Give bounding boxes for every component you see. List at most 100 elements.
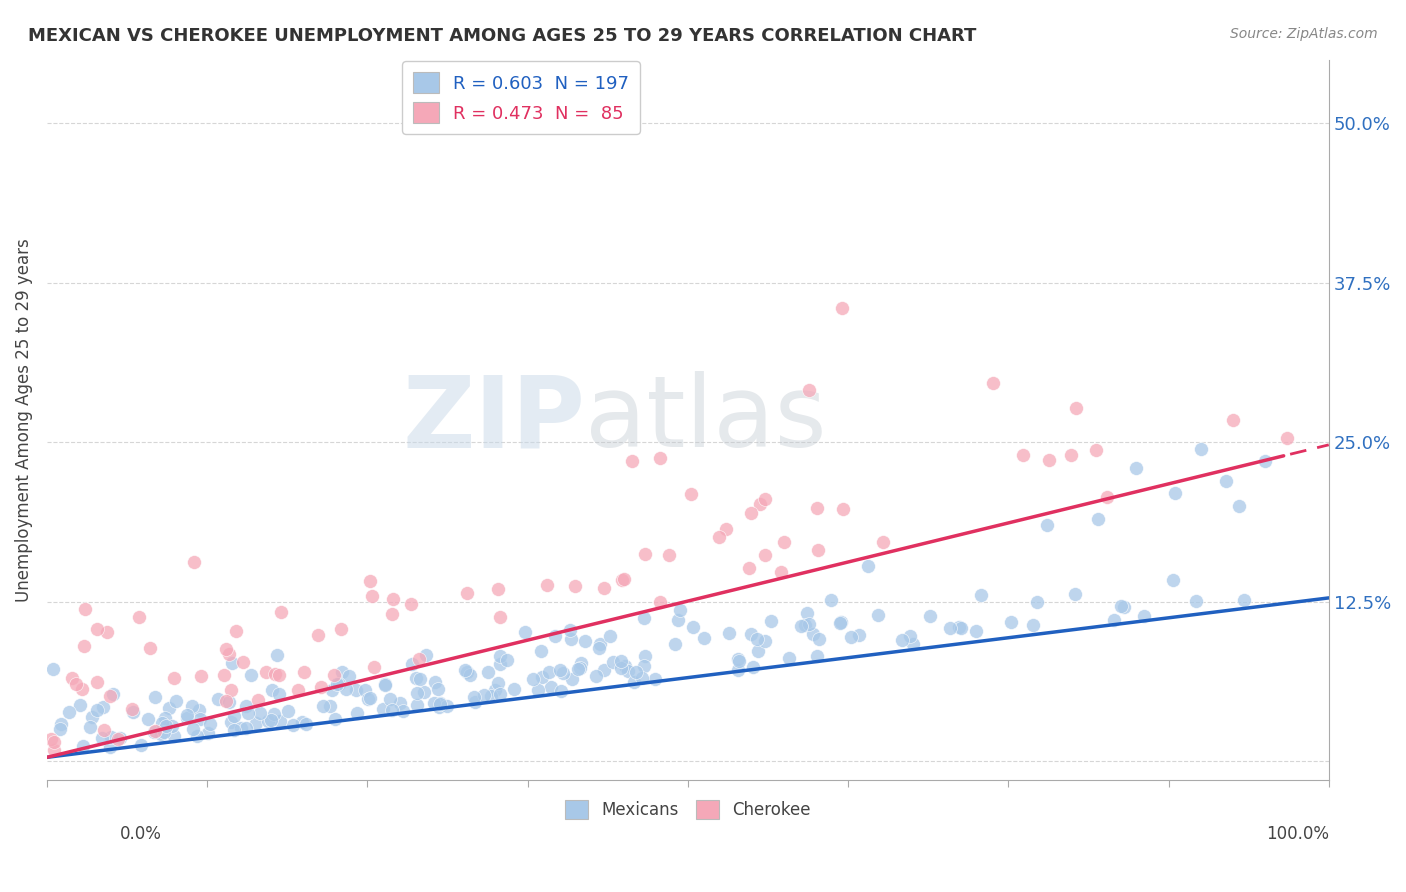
Point xyxy=(839,631,862,645)
Point xyxy=(401,657,423,672)
Point xyxy=(235,698,257,713)
Point xyxy=(382,592,405,607)
Point xyxy=(412,685,434,699)
Point xyxy=(409,672,432,686)
Point xyxy=(165,694,187,708)
Point xyxy=(229,721,252,735)
Point xyxy=(374,677,396,691)
Point xyxy=(69,698,91,712)
Point xyxy=(1114,599,1136,614)
Point xyxy=(291,714,314,729)
Point xyxy=(593,663,616,677)
Point xyxy=(536,578,558,592)
Text: atlas: atlas xyxy=(585,371,827,468)
Point xyxy=(354,682,377,697)
Point xyxy=(479,689,502,703)
Point xyxy=(898,629,921,643)
Point xyxy=(122,706,145,720)
Point xyxy=(238,706,260,721)
Point xyxy=(868,607,890,622)
Point xyxy=(128,610,150,624)
Point xyxy=(176,711,198,725)
Point xyxy=(754,548,776,562)
Point xyxy=(346,706,368,720)
Point xyxy=(98,689,121,703)
Point xyxy=(1189,442,1212,456)
Point xyxy=(488,649,510,664)
Point xyxy=(153,725,176,739)
Point xyxy=(740,627,762,641)
Point xyxy=(522,672,544,686)
Point xyxy=(693,631,716,645)
Point xyxy=(543,630,565,644)
Point xyxy=(190,669,212,683)
Point xyxy=(423,697,446,711)
Point xyxy=(215,693,238,707)
Point xyxy=(669,603,692,617)
Point xyxy=(427,700,450,714)
Point xyxy=(328,677,350,691)
Point xyxy=(1185,593,1208,607)
Point xyxy=(186,729,208,743)
Point xyxy=(1000,615,1022,629)
Point xyxy=(326,677,349,691)
Point xyxy=(602,656,624,670)
Point xyxy=(218,647,240,661)
Point xyxy=(1038,452,1060,467)
Point xyxy=(157,701,180,715)
Point xyxy=(754,491,776,506)
Point xyxy=(948,620,970,634)
Point xyxy=(321,683,343,698)
Point xyxy=(207,691,229,706)
Point xyxy=(1227,499,1250,513)
Point xyxy=(981,376,1004,390)
Point xyxy=(796,606,818,620)
Point xyxy=(1084,442,1107,457)
Point xyxy=(75,602,97,616)
Point xyxy=(42,662,65,676)
Point xyxy=(91,699,114,714)
Point xyxy=(86,675,108,690)
Point xyxy=(621,454,644,468)
Point xyxy=(91,731,114,746)
Point xyxy=(454,663,477,677)
Point xyxy=(648,450,671,465)
Point xyxy=(778,651,800,665)
Point xyxy=(585,668,607,682)
Point xyxy=(58,706,80,720)
Point xyxy=(219,683,242,698)
Point xyxy=(458,668,481,682)
Point xyxy=(624,665,647,679)
Point xyxy=(129,739,152,753)
Point xyxy=(359,574,381,588)
Point xyxy=(415,648,437,663)
Point xyxy=(335,682,357,697)
Point xyxy=(679,487,702,501)
Point xyxy=(464,695,486,709)
Point xyxy=(806,500,828,515)
Point xyxy=(256,714,278,728)
Point xyxy=(42,734,65,748)
Point xyxy=(820,592,842,607)
Point xyxy=(1102,614,1125,628)
Point xyxy=(82,710,104,724)
Point xyxy=(666,613,689,627)
Point xyxy=(371,702,394,716)
Point xyxy=(219,714,242,729)
Point xyxy=(429,697,451,711)
Point xyxy=(740,506,762,520)
Point xyxy=(79,720,101,734)
Point xyxy=(108,731,131,745)
Point xyxy=(738,561,761,575)
Point xyxy=(793,618,815,632)
Point xyxy=(96,624,118,639)
Point xyxy=(425,675,447,690)
Point xyxy=(709,530,731,544)
Point xyxy=(633,659,655,673)
Point xyxy=(388,696,411,710)
Point xyxy=(357,692,380,706)
Point xyxy=(262,682,284,697)
Point xyxy=(634,548,657,562)
Text: MEXICAN VS CHEROKEE UNEMPLOYMENT AMONG AGES 25 TO 29 YEARS CORRELATION CHART: MEXICAN VS CHEROKEE UNEMPLOYMENT AMONG A… xyxy=(28,27,977,45)
Point xyxy=(551,666,574,681)
